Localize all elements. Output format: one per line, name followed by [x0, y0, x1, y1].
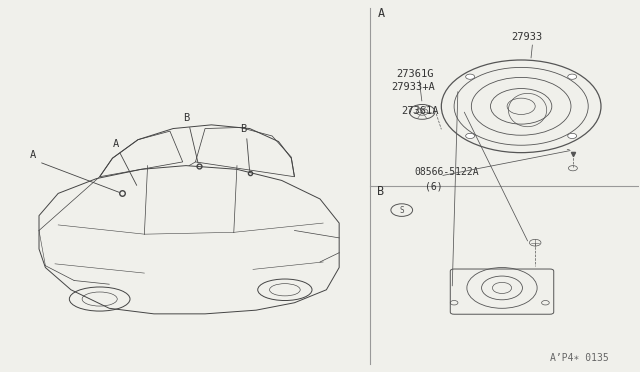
Text: 08566-5122A: 08566-5122A — [415, 167, 479, 177]
Text: A: A — [29, 150, 36, 160]
Text: 27361G: 27361G — [397, 69, 434, 78]
Text: B: B — [240, 124, 246, 134]
Text: AʼP4∗ 0135: AʼP4∗ 0135 — [550, 353, 609, 363]
Circle shape — [568, 133, 577, 138]
Text: 27933: 27933 — [511, 32, 543, 42]
Text: B: B — [182, 113, 189, 123]
Text: (6): (6) — [426, 182, 443, 192]
Text: A: A — [113, 139, 118, 149]
Circle shape — [466, 74, 475, 79]
Text: S: S — [399, 206, 404, 215]
Text: B: B — [378, 185, 385, 198]
Text: 27933+A: 27933+A — [392, 81, 435, 92]
Circle shape — [568, 74, 577, 79]
Circle shape — [466, 133, 475, 138]
Text: 27361A: 27361A — [402, 106, 439, 116]
Text: A: A — [378, 7, 385, 20]
